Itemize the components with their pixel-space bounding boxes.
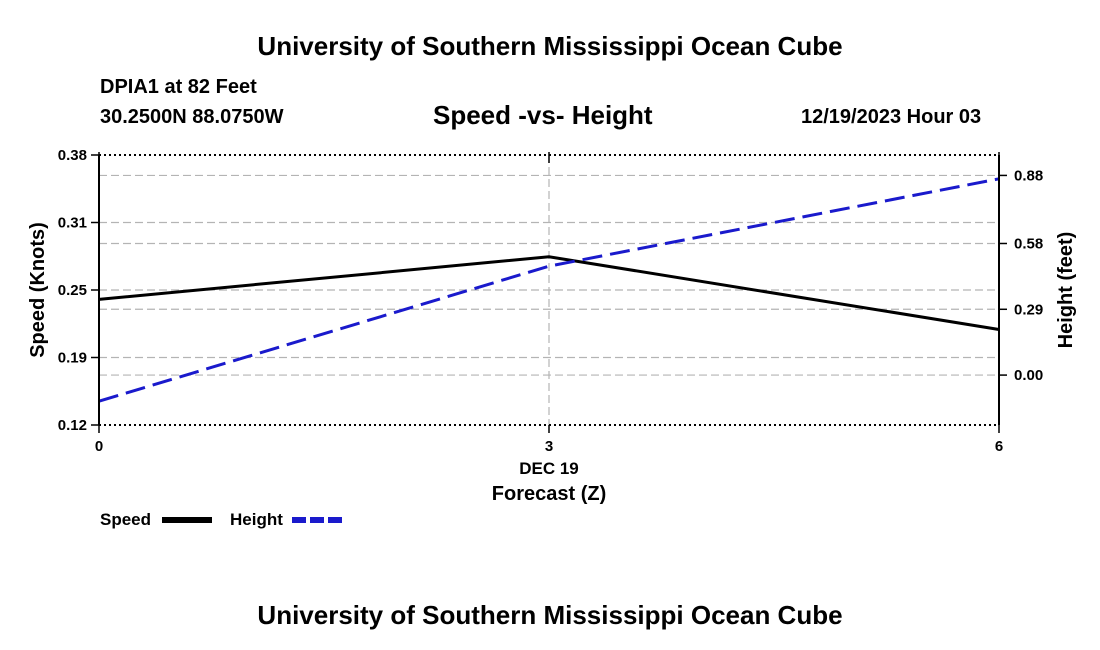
left-tick-label: 0.25 [58, 282, 87, 299]
height-series-line [98, 177, 1000, 403]
grid-lines [99, 155, 999, 425]
left-tick-label: 0.12 [58, 417, 87, 434]
left-tick-label: 0.38 [58, 147, 87, 164]
station-label: DPIA1 at 82 Feet [100, 76, 257, 98]
axis-labels: 0.12 0.19 0.25 0.31 0.38 0.00 0.29 0.58 0.88 0 3 6 D… [27, 147, 1077, 505]
right-tick-label: 0.88 [1014, 167, 1043, 184]
station-coords: 30.2500N 88.0750W [100, 106, 284, 128]
x-tick-label: 0 [95, 438, 103, 455]
right-tick-label: 0.00 [1014, 367, 1043, 384]
x-tick-label: 3 [545, 438, 553, 455]
speed-series-line [98, 255, 1000, 331]
x-tick-label: 6 [995, 438, 1003, 455]
y-left-axis-label: Speed (Knots) [27, 222, 49, 358]
footer-title: University of Southern Mississippi Ocean… [257, 600, 843, 630]
y-right-axis-label: Height (feet) [1055, 232, 1077, 349]
legend-height-label: Height [230, 510, 283, 529]
series-lines [98, 177, 1000, 403]
forecast-datetime: 12/19/2023 Hour 03 [801, 106, 982, 128]
chart-title: University of Southern Mississippi Ocean… [257, 31, 843, 61]
left-tick-label: 0.19 [58, 350, 87, 367]
chart-subtitle: Speed -vs- Height [433, 100, 653, 130]
legend-speed-label: Speed [100, 510, 152, 529]
x-axis-label: Forecast (Z) [492, 483, 606, 505]
axes [91, 152, 1007, 433]
x-date-label: DEC 19 [519, 459, 579, 478]
left-tick-label: 0.31 [58, 215, 87, 232]
right-tick-label: 0.58 [1014, 235, 1043, 252]
right-tick-label: 0.29 [1014, 301, 1043, 318]
